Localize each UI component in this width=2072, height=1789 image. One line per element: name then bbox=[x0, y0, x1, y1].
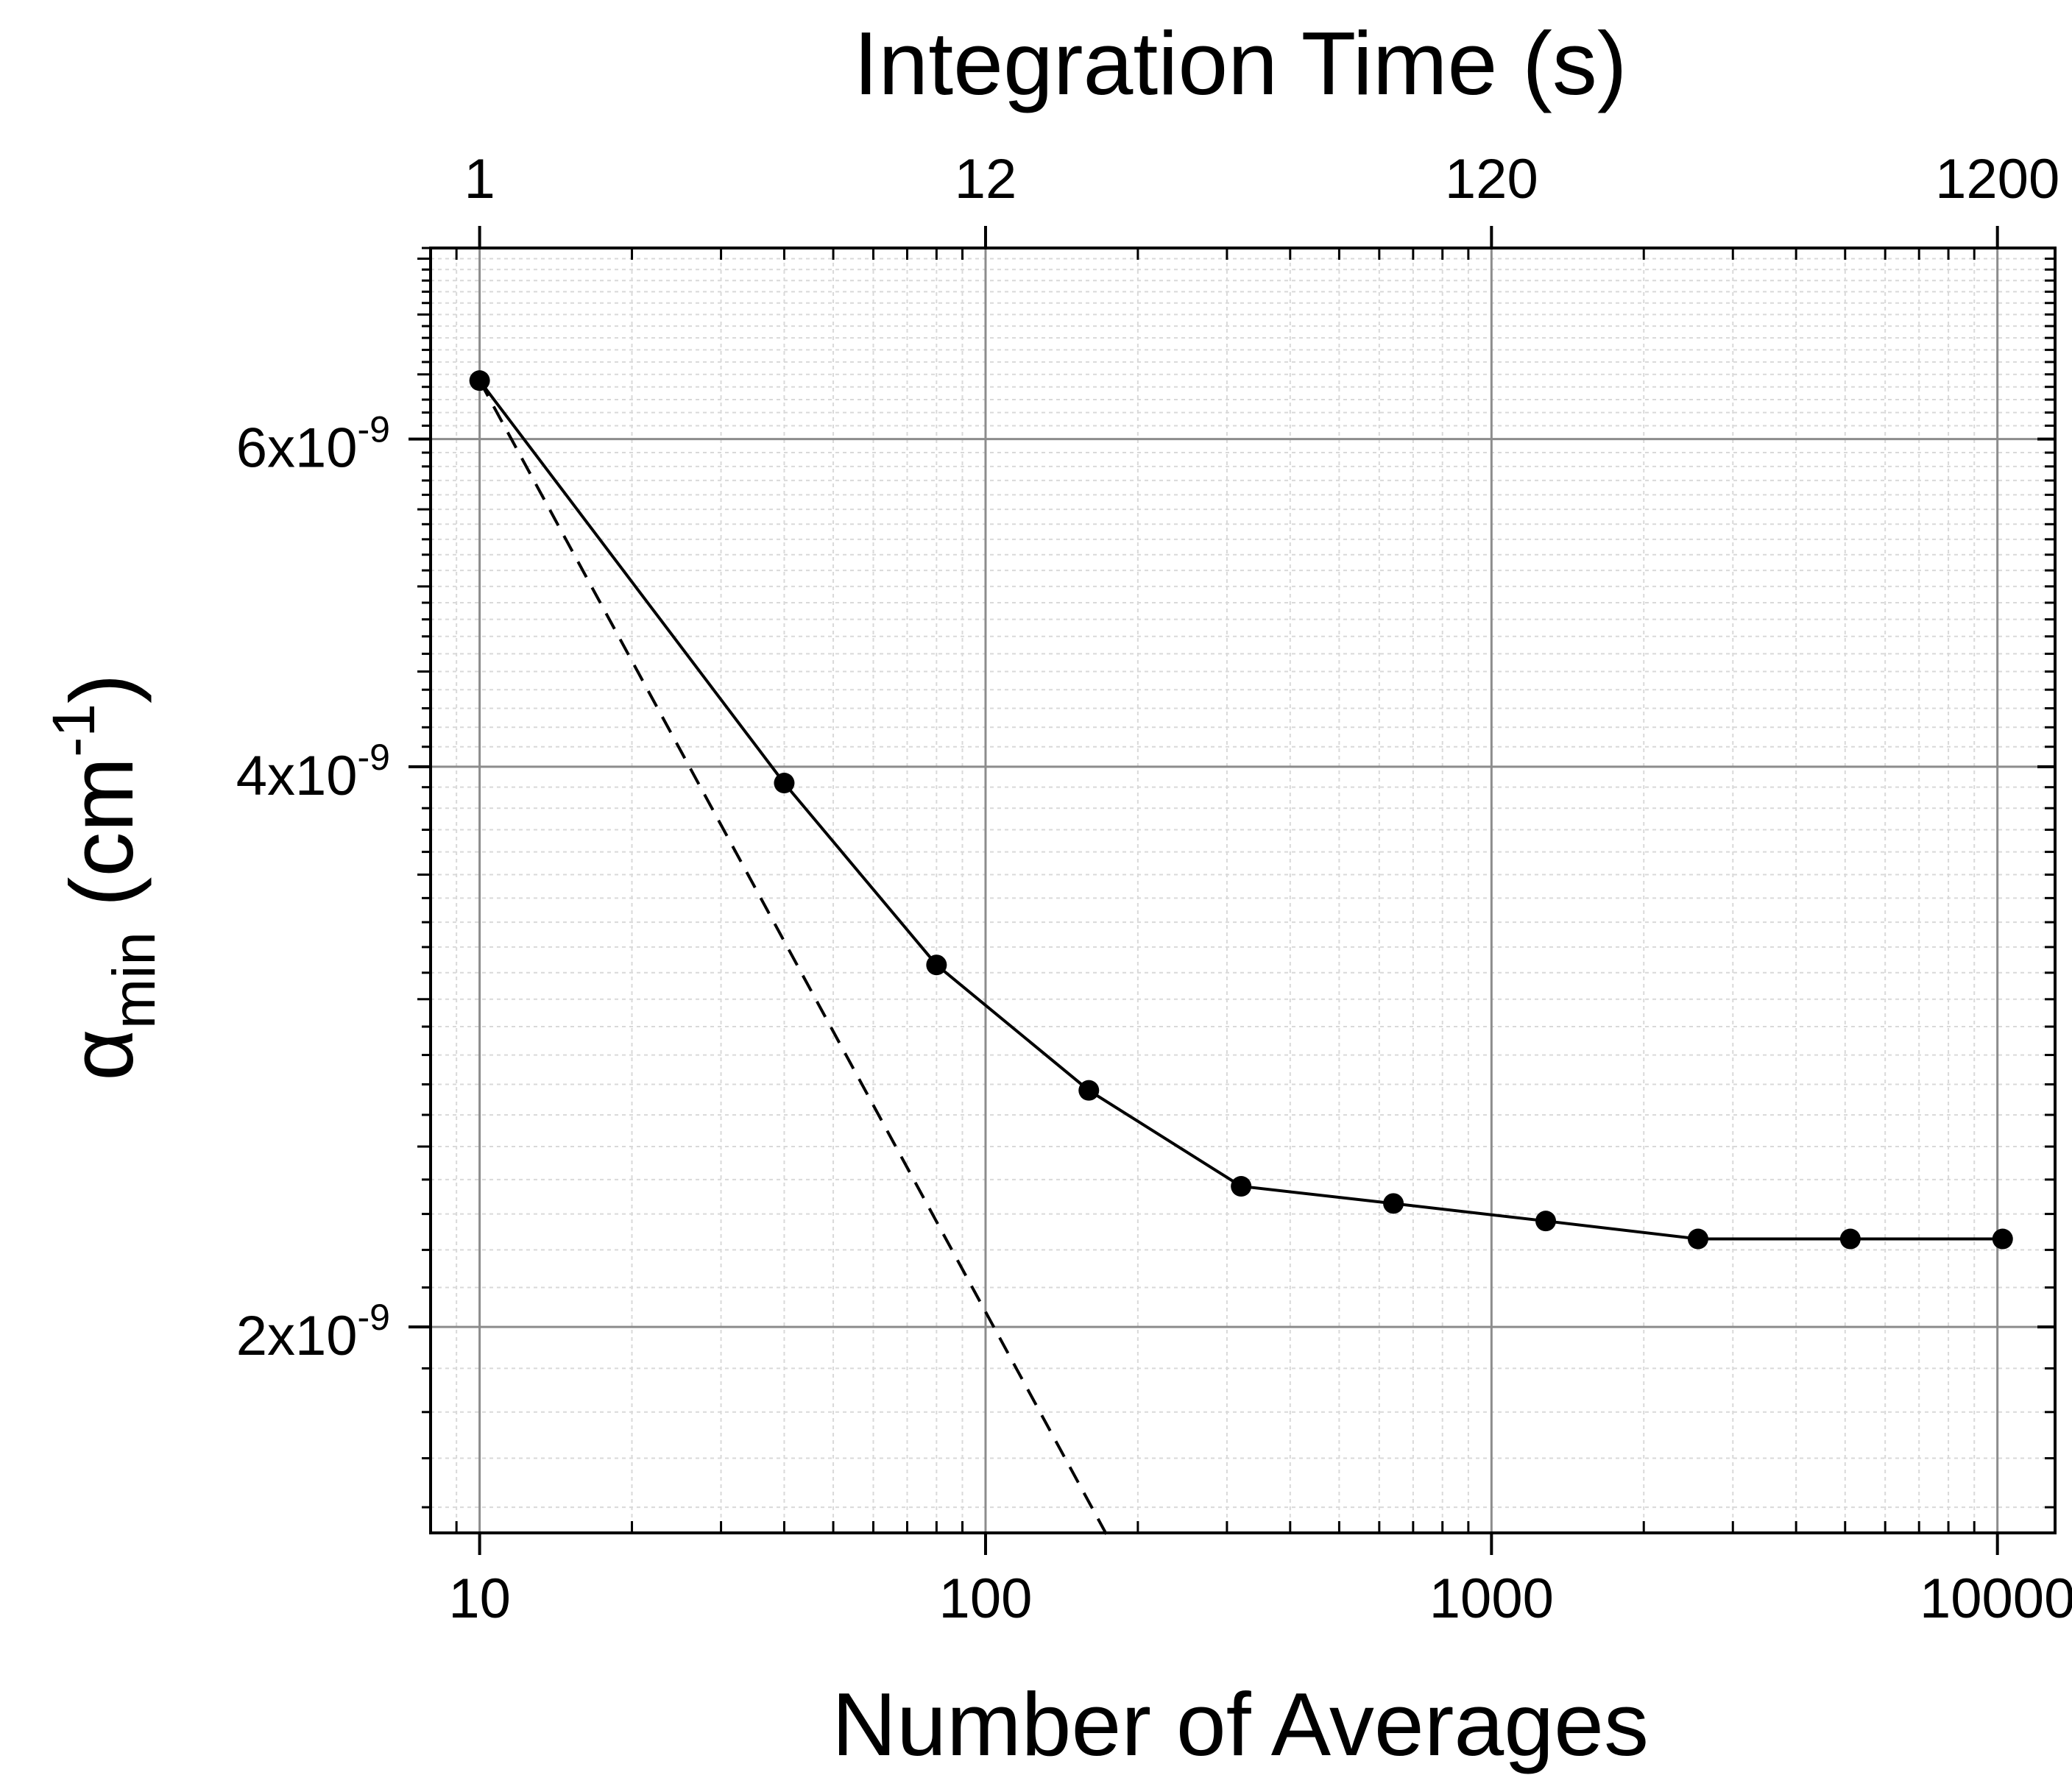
y-axis-symbol: α bbox=[52, 1029, 152, 1081]
x-axis-title: Number of Averages bbox=[832, 1674, 1649, 1774]
data-point bbox=[1383, 1193, 1404, 1214]
series-dashed-line bbox=[478, 380, 1110, 1540]
data-point bbox=[1078, 1080, 1100, 1101]
y-tick-label: 4x10-9 bbox=[236, 737, 390, 807]
y-axis-unit-close: ) bbox=[52, 673, 152, 704]
x2-tick-label: 12 bbox=[955, 148, 1017, 210]
y-axis-subscript: min bbox=[101, 932, 168, 1029]
data-point bbox=[1839, 1228, 1861, 1250]
x-tick-label: 100 bbox=[939, 1567, 1033, 1630]
top-axis-title: Integration Time (s) bbox=[854, 13, 1627, 113]
series-solid-line bbox=[478, 379, 2003, 1241]
data-point bbox=[926, 954, 947, 976]
major-grid bbox=[431, 248, 2055, 1533]
x2-tick-label: 1 bbox=[464, 148, 495, 210]
tick-labels: 10 100 1000 10000 1 12 120 1200 2x10-9 4x10-9 6x10… bbox=[236, 148, 2072, 1630]
y-axis-unit: (cm bbox=[52, 757, 152, 932]
series-layer bbox=[469, 370, 2013, 1540]
ticks-layer bbox=[409, 226, 2055, 1555]
data-point bbox=[1535, 1211, 1557, 1232]
minor-grid bbox=[430, 247, 2055, 1533]
data-point bbox=[774, 773, 795, 794]
x-tick-label: 10000 bbox=[1920, 1567, 2072, 1630]
y-tick-label: 6x10-9 bbox=[236, 409, 390, 480]
x2-tick-label: 120 bbox=[1445, 148, 1538, 210]
y-axis-unit-exponent: -1 bbox=[40, 704, 107, 757]
data-point bbox=[1231, 1176, 1252, 1197]
data-point bbox=[1687, 1228, 1708, 1250]
data-point bbox=[469, 370, 490, 392]
data-point bbox=[1992, 1228, 2013, 1250]
x2-tick-label: 1200 bbox=[1935, 148, 2059, 210]
y-axis-title: αmin (cm-1) bbox=[40, 673, 168, 1080]
x-tick-label: 10 bbox=[448, 1567, 511, 1630]
x-tick-label: 1000 bbox=[1429, 1567, 1554, 1630]
plot-frame bbox=[429, 247, 2057, 1534]
y-tick-label: 2x10-9 bbox=[236, 1297, 390, 1367]
